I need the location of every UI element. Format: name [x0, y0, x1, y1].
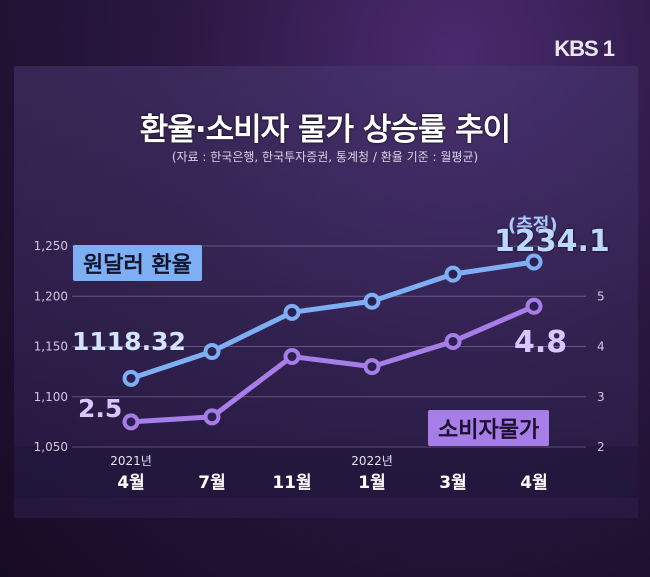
fx-series-point [203, 343, 221, 361]
cpi-series-point [363, 358, 381, 376]
cpi-series-point [283, 348, 301, 366]
cpi-series-point [525, 297, 543, 315]
estimate-note: (추정) [508, 215, 558, 236]
fx-last-value-label: 1234.1 [494, 224, 610, 259]
x-tick-label: 3월 [439, 473, 466, 493]
x-tick-label: 1월 [358, 473, 385, 493]
y-right-tick-label: 6 [597, 239, 605, 253]
chart-source: (자료 : 한국은행, 한국투자증권, 통계청 / 환율 기준 : 월평균) [171, 150, 479, 164]
fx-series-label: 원달러 환율 [73, 245, 202, 281]
fx-series-line [130, 259, 535, 381]
y-left-tick-label: 1,200 [34, 289, 68, 303]
y-left-tick-label: 1,100 [34, 390, 68, 404]
y-right-tick-label: 4 [597, 340, 605, 354]
fx-series-point [363, 292, 381, 310]
fx-first-value-label: 1118.32 [72, 327, 186, 356]
y-right-tick-label: 3 [597, 390, 605, 404]
fx-series-point [525, 253, 543, 271]
x-tick-label: 11월 [272, 473, 311, 493]
y-left-tick-label: 1,050 [34, 440, 68, 454]
cpi-series-point [444, 332, 462, 350]
cpi-series-line [130, 304, 535, 425]
broadcaster-logo: KBS 1 [554, 36, 615, 61]
cpi-first-value-label: 2.5 [78, 394, 123, 423]
cpi-series-point [122, 413, 140, 431]
y-right-tick-label: 2 [597, 440, 605, 454]
y-left-tick-label: 1,250 [34, 239, 68, 253]
fx-series-point [444, 265, 462, 283]
x-year-label: 2021년 [110, 454, 152, 468]
y-left-tick-label: 1,150 [34, 340, 68, 354]
cpi-last-value-label: 4.8 [514, 325, 568, 360]
x-year-label: 2022년 [351, 454, 393, 468]
cpi-series-point [203, 408, 221, 426]
x-tick-label: 4월 [520, 473, 547, 493]
x-axis-band [14, 446, 638, 498]
x-tick-label: 4월 [117, 473, 144, 493]
y-right-tick-label: 5 [597, 289, 605, 303]
x-tick-label: 7월 [198, 473, 225, 493]
fx-series-point [122, 369, 140, 387]
cpi-series-label: 소비자물가 [428, 410, 550, 446]
chart-title: 환율·소비자 물가 상승률 추이 [139, 112, 511, 148]
fx-series-point [283, 303, 301, 321]
